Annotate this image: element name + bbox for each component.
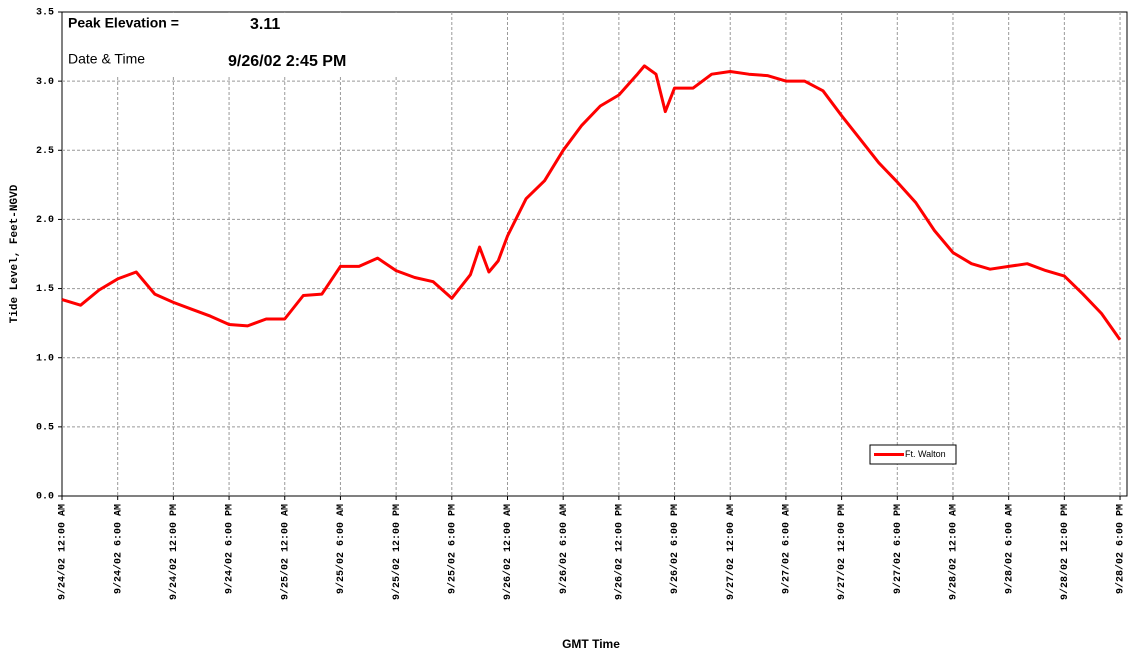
legend-box xyxy=(869,444,957,465)
x-tick-label: 9/24/02 12:00 AM xyxy=(57,504,69,600)
x-tick-label: 9/26/02 12:00 AM xyxy=(502,504,514,600)
x-tick-label: 9/26/02 6:00 PM xyxy=(669,504,681,594)
x-axis-label: GMT Time xyxy=(562,637,620,651)
x-tick-label: 9/26/02 12:00 PM xyxy=(614,504,626,600)
y-tick-label: 3.0 xyxy=(36,77,54,88)
x-tick-label: 9/28/02 6:00 PM xyxy=(1115,504,1127,594)
x-tick-label: 9/27/02 12:00 PM xyxy=(836,504,848,600)
y-tick-label: 2.5 xyxy=(36,146,54,157)
annotation-box xyxy=(63,13,400,75)
x-tick-label: 9/24/02 12:00 PM xyxy=(168,504,180,600)
x-tick-label: 9/25/02 12:00 PM xyxy=(391,504,403,600)
y-tick-label: 1.0 xyxy=(36,353,54,364)
x-tick-label: 9/26/02 6:00 AM xyxy=(558,504,570,594)
y-tick-label: 0.5 xyxy=(36,422,54,433)
x-tick-label: 9/25/02 6:00 PM xyxy=(446,504,458,594)
x-tick-label: 9/24/02 6:00 AM xyxy=(112,504,124,594)
x-tick-label: 9/25/02 12:00 AM xyxy=(279,504,291,600)
peak-label: Peak Elevation = xyxy=(68,15,179,31)
grid xyxy=(62,12,1127,496)
x-tick-label: 9/24/02 6:00 PM xyxy=(224,504,236,594)
x-tick-label: 9/28/02 12:00 AM xyxy=(948,504,960,600)
x-tick-label: 9/27/02 6:00 AM xyxy=(781,504,793,594)
plot-area xyxy=(61,11,1128,497)
x-tick-label: 9/27/02 12:00 AM xyxy=(725,504,737,600)
time-label: Date & Time xyxy=(68,51,145,67)
y-tick-label: 3.5 xyxy=(36,8,54,19)
time-value: 9/26/02 2:45 PM xyxy=(228,53,346,70)
legend-label: Ft. Walton xyxy=(905,449,946,459)
y-tick-label: 1.5 xyxy=(36,284,54,295)
y-axis-label: Tide Level, Feet-NGVD xyxy=(9,184,21,323)
x-tick-label: 9/28/02 6:00 AM xyxy=(1003,504,1015,594)
line-series xyxy=(61,64,1122,341)
x-tick-label: 9/28/02 12:00 PM xyxy=(1059,504,1071,600)
y-tick-label: 2.0 xyxy=(36,215,54,226)
y-tick-label: 0.0 xyxy=(36,492,54,503)
x-tick-label: 9/27/02 6:00 PM xyxy=(892,504,904,594)
peak-value: 3.11 xyxy=(250,16,280,33)
legend: Ft. Walton xyxy=(869,444,957,465)
x-tick-label: 9/25/02 6:00 AM xyxy=(335,504,347,594)
